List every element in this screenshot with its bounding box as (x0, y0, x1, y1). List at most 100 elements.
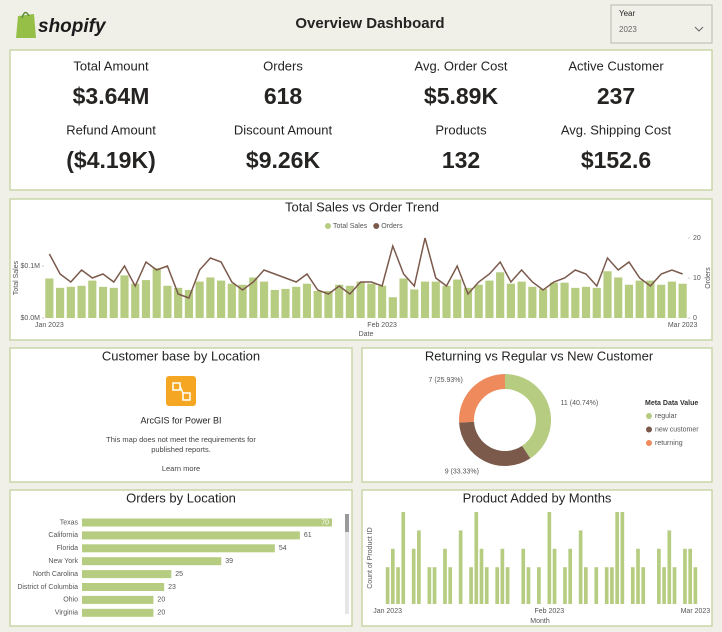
slicer-value[interactable]: 2023 (619, 25, 637, 34)
bar (463, 287, 473, 318)
bar (635, 280, 644, 318)
bar (88, 280, 97, 318)
chart-title: Total Sales vs Order Trend (285, 199, 439, 214)
legend-title: Meta Data Value (645, 400, 698, 407)
logo-handle (21, 11, 30, 19)
bar (45, 278, 54, 318)
bar (678, 283, 687, 318)
bar (578, 530, 583, 604)
kpi-value: 132 (442, 147, 480, 173)
slicer-label: Year (619, 9, 636, 18)
bar (410, 289, 419, 318)
y-tick-label: District of Columbia (17, 584, 78, 591)
data-label: 54 (279, 545, 287, 552)
data-label: 20 (157, 610, 165, 617)
kpi-label: Orders (263, 58, 303, 73)
bar (672, 567, 677, 604)
bar (82, 518, 332, 527)
chart-title: Returning vs Regular vs New Customer (425, 348, 654, 363)
bar (249, 277, 258, 318)
bar (667, 530, 672, 604)
bar (448, 567, 453, 604)
scrollbar-thumb[interactable] (345, 514, 349, 532)
y-tick-label: California (48, 532, 78, 539)
bar (526, 567, 531, 604)
data-label: 70 (321, 519, 329, 526)
y2-tick-label: 0 (693, 315, 697, 322)
donut-slice (459, 421, 531, 466)
kpi-value: ($4.19K) (66, 147, 155, 173)
legend-marker (646, 426, 652, 433)
bar (581, 286, 591, 318)
bar (313, 290, 322, 318)
bar (688, 548, 693, 604)
bar (453, 279, 462, 318)
bar (184, 289, 193, 318)
bar (614, 277, 623, 318)
bar (302, 283, 312, 318)
year-slicer[interactable]: Year 2023 (610, 4, 713, 44)
bar (458, 530, 463, 604)
bar (420, 281, 430, 318)
legend-label: Orders (381, 223, 403, 230)
bar (500, 548, 505, 604)
kpi-label: Active Customer (568, 58, 664, 73)
bar (442, 285, 451, 318)
line (48, 237, 683, 299)
bar (495, 567, 499, 604)
map-link[interactable]: Learn more (162, 464, 200, 473)
bar (411, 548, 416, 604)
kpi-panel (9, 49, 713, 191)
bar (505, 567, 510, 604)
x-axis-title: Date (359, 331, 374, 338)
slicer-box[interactable] (610, 4, 713, 44)
dropdown-arrow[interactable] (694, 26, 704, 32)
bar (479, 548, 484, 604)
bar (227, 283, 236, 318)
bar (388, 297, 397, 318)
bar (82, 570, 172, 579)
kpi-label: Total Amount (73, 58, 149, 73)
y2-axis-title: Orders (705, 267, 712, 289)
bar (396, 567, 400, 604)
bar (345, 285, 354, 318)
bar (77, 285, 86, 318)
arcgis-icon (166, 376, 196, 406)
legend-label: new customer (655, 426, 699, 433)
kpi-value: 618 (264, 83, 303, 109)
bar (82, 544, 275, 553)
bar (693, 567, 698, 604)
bar (443, 548, 447, 604)
bar (636, 548, 640, 604)
y-tick-label: $0.0M (21, 315, 41, 322)
bar (66, 286, 75, 318)
x-axis-title: Month (530, 618, 550, 625)
data-label: 20 (157, 597, 165, 604)
y-tick-label: Virginia (55, 610, 78, 617)
bar (568, 548, 573, 604)
trend-panel (9, 198, 713, 341)
bar (427, 567, 432, 604)
bar (603, 271, 612, 318)
bar (615, 512, 619, 604)
kpi-value: $9.26K (246, 147, 321, 173)
donut-slice (459, 374, 505, 423)
bar (259, 281, 269, 318)
bar (624, 284, 634, 318)
bar (610, 567, 614, 604)
bar (206, 277, 215, 318)
scrollbar-track[interactable] (345, 514, 349, 614)
bar (506, 283, 515, 318)
bar (474, 284, 483, 318)
bar (238, 284, 247, 318)
bar (496, 272, 505, 318)
bar (630, 567, 635, 604)
bar (385, 567, 390, 604)
kpi-value: 237 (597, 83, 635, 109)
data-label: 23 (168, 584, 176, 591)
bar (528, 286, 537, 318)
bar (367, 283, 376, 318)
y-tick-label: New York (48, 558, 78, 565)
bar (195, 281, 204, 318)
